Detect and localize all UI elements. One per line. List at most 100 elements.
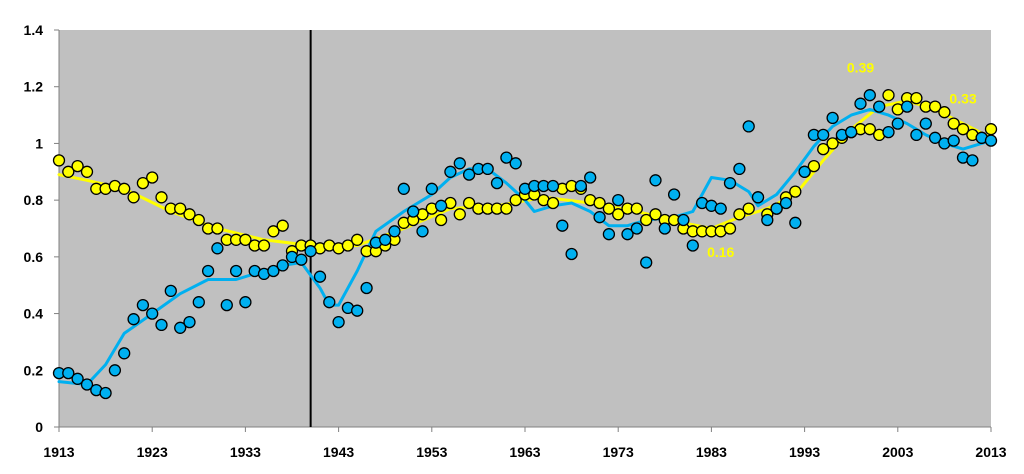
data-point-series-2 — [658, 222, 671, 235]
data-point-series-2 — [817, 128, 830, 142]
data-point-series-1 — [257, 239, 271, 252]
data-point-series-2 — [164, 284, 177, 298]
data-point-series-2 — [276, 259, 289, 272]
x-tick-label: 1923 — [137, 444, 168, 460]
data-point-series-2 — [593, 211, 606, 224]
annotation-label: 0.39 — [847, 60, 874, 76]
x-tick-label: 1963 — [509, 444, 540, 460]
data-point-series-2 — [845, 125, 858, 139]
data-point-series-1 — [509, 193, 522, 207]
data-point-series-2 — [304, 245, 317, 258]
data-point-series-2 — [667, 188, 681, 201]
data-point-series-2 — [882, 125, 895, 139]
plot-area — [59, 30, 991, 427]
data-point-series-2 — [677, 213, 690, 227]
data-point-series-2 — [434, 199, 448, 212]
data-point-series-1 — [602, 202, 616, 215]
data-point-series-2 — [136, 298, 150, 312]
data-point-series-2 — [826, 111, 839, 125]
data-point-series-1 — [211, 222, 224, 235]
y-tick-label: 1.2 — [24, 79, 44, 95]
data-point-series-2 — [584, 171, 597, 184]
data-point-series-2 — [984, 134, 998, 147]
data-point-series-1 — [817, 142, 830, 156]
data-point-series-1 — [434, 213, 448, 227]
data-point-series-1 — [984, 123, 998, 136]
data-point-series-2 — [649, 174, 662, 187]
data-point-series-2 — [714, 202, 727, 215]
data-point-series-2 — [900, 100, 914, 113]
data-point-series-2 — [71, 372, 84, 385]
data-point-series-1 — [612, 208, 625, 221]
data-point-series-1 — [742, 202, 755, 215]
data-point-series-2 — [621, 228, 634, 241]
data-point-series-2 — [919, 117, 932, 130]
data-point-series-2 — [462, 168, 476, 181]
data-point-series-2 — [332, 315, 345, 329]
data-point-series-2 — [379, 233, 392, 246]
data-point-series-1 — [136, 176, 150, 190]
data-point-series-1 — [649, 208, 662, 221]
data-point-series-2 — [723, 176, 737, 190]
data-point-series-2 — [388, 225, 401, 238]
data-point-series-1 — [500, 202, 513, 215]
data-point-series-1 — [928, 100, 942, 113]
data-point-series-2 — [565, 247, 578, 261]
data-point-series-1 — [118, 182, 131, 195]
data-point-series-2 — [239, 296, 252, 309]
x-tick-label: 1953 — [416, 444, 447, 460]
data-point-series-2 — [108, 364, 122, 377]
x-tick-label: 1913 — [43, 444, 74, 460]
data-point-series-2 — [174, 321, 187, 334]
x-tick-label: 2003 — [882, 444, 913, 460]
data-point-series-2 — [407, 205, 420, 218]
data-point-series-2 — [509, 157, 522, 170]
data-point-series-2 — [201, 264, 215, 278]
data-point-series-2 — [873, 100, 886, 113]
data-point-series-2 — [854, 97, 867, 110]
data-point-series-1 — [947, 117, 960, 130]
data-point-series-2 — [863, 89, 876, 102]
y-tick-label: 0.6 — [24, 249, 44, 265]
data-point-series-1 — [239, 233, 252, 246]
data-point-series-1 — [62, 165, 75, 178]
data-point-series-2 — [966, 154, 979, 167]
data-point-series-2 — [928, 131, 942, 144]
data-point-series-2 — [733, 162, 746, 176]
data-point-series-2 — [770, 202, 783, 215]
data-point-series-1 — [341, 239, 355, 252]
data-point-series-1 — [640, 213, 653, 227]
data-point-series-1 — [593, 196, 606, 210]
data-point-series-2 — [211, 242, 224, 255]
data-point-series-1 — [183, 208, 196, 221]
y-tick-label: 1 — [35, 135, 43, 151]
x-tick-label: 1973 — [603, 444, 634, 460]
data-point-series-1 — [826, 137, 839, 150]
data-point-series-2 — [155, 318, 168, 332]
data-point-series-2 — [453, 157, 466, 170]
data-point-series-1 — [807, 159, 821, 173]
data-point-series-1 — [276, 219, 289, 232]
data-point-series-1 — [52, 154, 66, 167]
data-point-series-2 — [789, 216, 802, 229]
data-point-series-2 — [947, 134, 960, 147]
data-point-series-2 — [751, 191, 765, 204]
x-tick-label: 1983 — [696, 444, 727, 460]
data-point-series-1 — [956, 123, 970, 136]
data-point-series-2 — [779, 196, 793, 210]
x-tick-label: 1993 — [789, 444, 820, 460]
data-point-series-1 — [462, 196, 476, 210]
data-point-series-2 — [481, 162, 494, 176]
data-point-series-2 — [490, 176, 504, 190]
data-point-series-2 — [612, 193, 625, 207]
annotation-label: 0.16 — [707, 244, 734, 260]
x-tick-label: 2013 — [975, 444, 1006, 460]
data-point-series-2 — [267, 264, 280, 278]
data-point-series-2 — [798, 165, 811, 178]
y-tick-label: 0 — [35, 419, 43, 435]
data-point-series-1 — [351, 233, 364, 246]
data-point-series-2 — [416, 225, 429, 238]
data-point-series-1 — [863, 123, 876, 136]
data-point-series-1 — [453, 208, 466, 221]
data-point-series-1 — [146, 171, 159, 184]
